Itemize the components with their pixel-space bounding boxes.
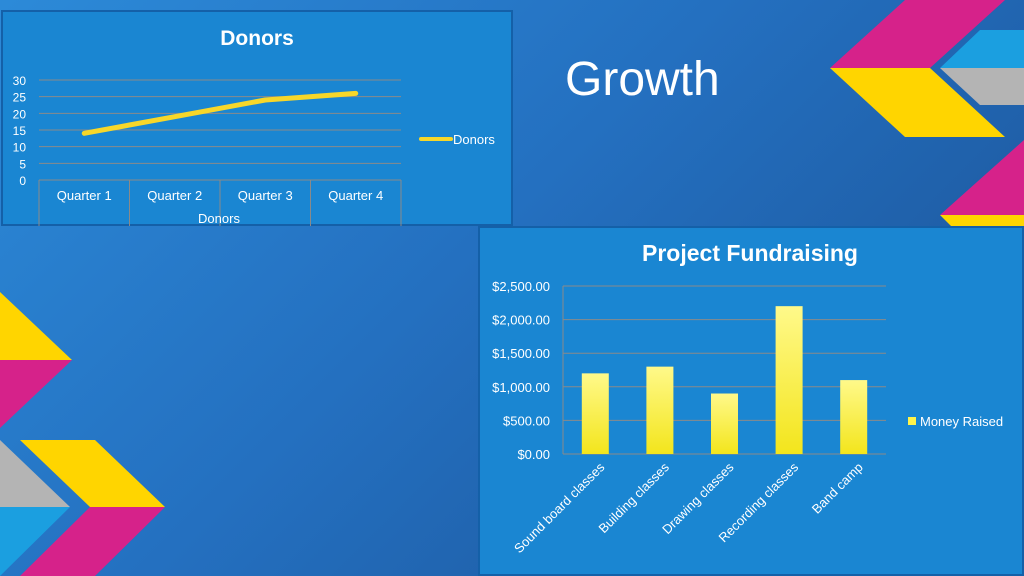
x-tick-label: Sound board classes (511, 459, 608, 556)
y-tick-label: 20 (13, 107, 27, 121)
bar (775, 306, 803, 454)
legend-label: Donors (453, 132, 495, 147)
x-axis-label: Donors (198, 211, 240, 226)
fundraising-chart-panel: Project Fundraising $0.00 $500.00 $1,000.0… (478, 226, 1024, 576)
x-tick-label: Quarter 4 (328, 188, 383, 203)
bar (581, 373, 609, 454)
y-tick-label: 30 (13, 74, 27, 88)
donors-line-chart: Donors 0 5 10 15 20 25 30 Quarter 1 Quarter 2 Qu… (13, 27, 495, 226)
blue-triangle-left (0, 507, 70, 576)
x-tick-label: Quarter 1 (57, 188, 112, 203)
y-tick-label: 5 (19, 157, 26, 171)
y-tick-label: 10 (13, 141, 27, 155)
x-tick-label: Quarter 2 (147, 188, 202, 203)
yellow-chevron-left (20, 440, 165, 507)
legend-label: Money Raised (920, 414, 1003, 429)
y-tick-label: $1,500.00 (492, 346, 550, 361)
gray-chevron-top (940, 68, 1024, 105)
bar (711, 393, 738, 454)
chart-title: Donors (220, 27, 294, 50)
yellow-strip-right (940, 215, 1024, 228)
fundraising-bar-chart: Project Fundraising $0.00 $500.00 $1,000.0… (492, 240, 1003, 556)
y-tick-label: 15 (13, 124, 27, 138)
donors-chart-panel: Donors 0 5 10 15 20 25 30 Quarter 1 Quarter 2 Qu… (1, 10, 513, 226)
y-tick-label: $2,000.00 (492, 313, 550, 328)
y-tick-label: 25 (13, 91, 27, 105)
bar (840, 380, 868, 454)
magenta-triangle-left (0, 360, 72, 428)
blue-chevron-top (940, 30, 1024, 68)
yellow-triangle-left (0, 292, 72, 360)
gray-triangle-left (0, 440, 70, 507)
y-tick-label: 0 (19, 174, 26, 188)
legend-swatch (908, 417, 916, 425)
y-tick-label: $500.00 (503, 413, 550, 428)
magenta-chevron-right (940, 140, 1024, 215)
magenta-chevron-left (20, 507, 165, 576)
yellow-chevron-top (830, 68, 1005, 137)
x-tick-label: Quarter 3 (238, 188, 293, 203)
magenta-chevron-top (830, 0, 1005, 68)
slide-title: Growth (565, 53, 720, 106)
y-tick-label: $2,500.00 (492, 279, 550, 294)
y-tick-label: $1,000.00 (492, 380, 550, 395)
chart-title: Project Fundraising (642, 240, 858, 266)
x-tick-label: Band camp (809, 460, 866, 517)
y-tick-label: $0.00 (517, 447, 550, 462)
series-line (81, 90, 359, 136)
bar (646, 366, 674, 454)
